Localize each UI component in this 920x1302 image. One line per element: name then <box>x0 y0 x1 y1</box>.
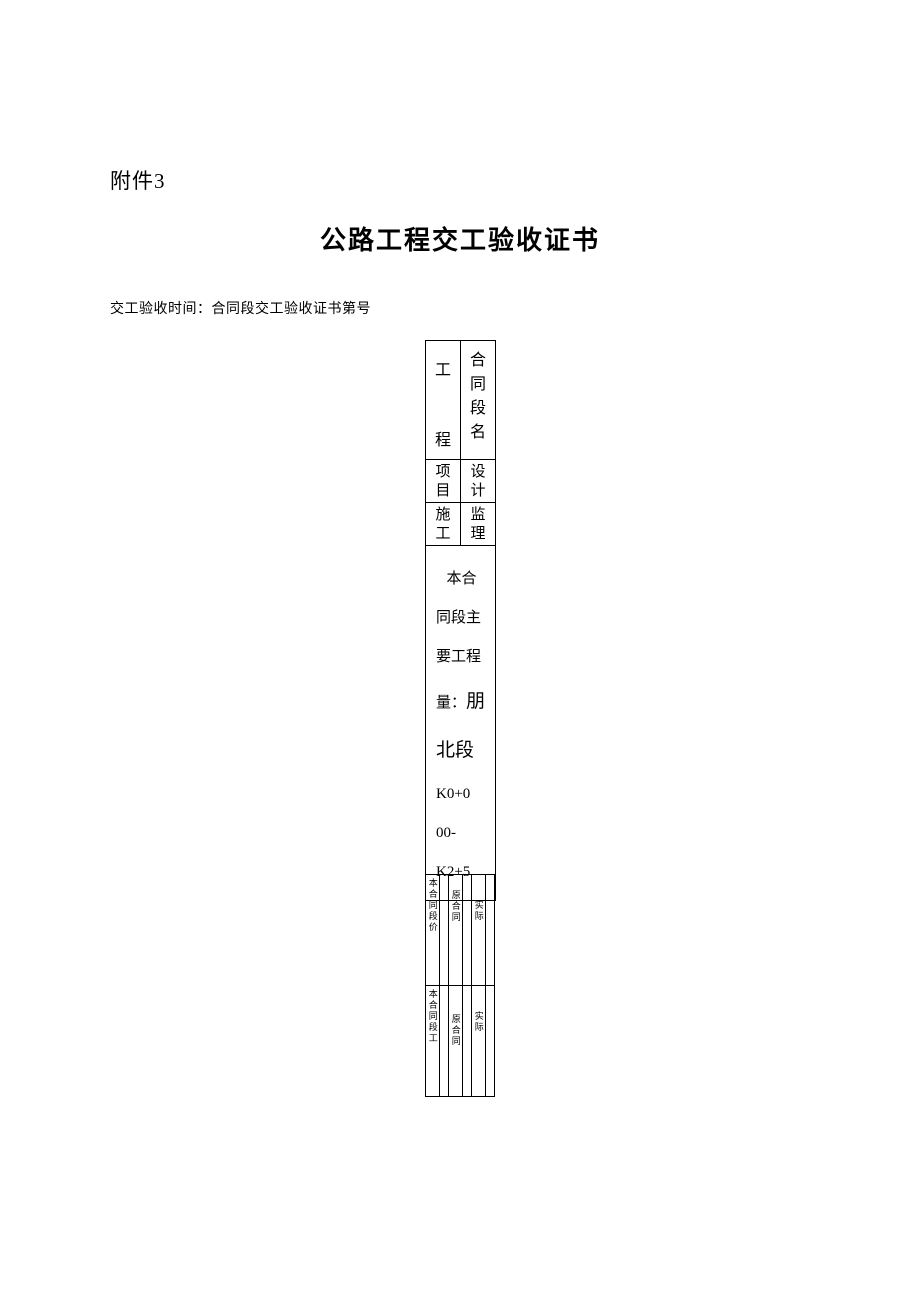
text: 朋 <box>466 691 485 712</box>
text: 本合 <box>446 571 476 587</box>
sub-cell-empty <box>486 986 495 1097</box>
sub-table-work: 本合同段工 原合同 实际 <box>425 985 495 1097</box>
content-line: K0+0 <box>436 775 487 814</box>
content-line: 本合 <box>436 560 487 599</box>
text: 量： <box>436 695 466 711</box>
content-line: 北段 <box>436 726 487 775</box>
table-row: 工 程 合 同 段 名 <box>426 341 496 460</box>
sub-table-price: 本合同段价 原合同 实际 <box>425 874 495 986</box>
cell-design: 设 计 <box>461 459 496 502</box>
cell-construction: 施 工 <box>426 502 461 545</box>
cell-contract-section: 合 同 段 名 <box>461 341 496 460</box>
sub-cell: 实际 <box>472 875 486 986</box>
content-line: 00- <box>436 814 487 853</box>
text: 实际 <box>472 900 485 922</box>
sub-cell-empty <box>440 875 449 986</box>
text: 实际 <box>472 1011 485 1033</box>
text: 原合同 <box>449 1014 462 1047</box>
attachment-label: 附件3 <box>110 165 166 195</box>
content-line: 同段主 <box>436 599 487 638</box>
text: 本合同段工 <box>426 989 439 1044</box>
sub-cell-empty <box>463 986 472 1097</box>
table-row: 施 工 监 理 <box>426 502 496 545</box>
table-row: 本合 同段主 要工程 量：朋 北段 K0+0 00- K2+5 <box>426 545 496 901</box>
table-row: 本合同段工 原合同 实际 <box>426 986 495 1097</box>
cell-item: 项 目 <box>426 459 461 502</box>
cell-supervision: 监 理 <box>461 502 496 545</box>
sub-cell-empty <box>463 875 472 986</box>
sub-cell-empty <box>440 986 449 1097</box>
table-row: 项 目 设 计 <box>426 459 496 502</box>
cell-text: 工 程 <box>435 362 451 449</box>
sub-cell: 原合同 <box>449 875 463 986</box>
cell-text: 施 工 <box>435 507 450 543</box>
text: 原合同 <box>449 890 462 923</box>
sub-cell: 原合同 <box>449 986 463 1097</box>
cell-main-quantity: 本合 同段主 要工程 量：朋 北段 K0+0 00- K2+5 <box>426 545 496 901</box>
sub-cell: 实际 <box>472 986 486 1097</box>
content-line: 量：朋 <box>436 677 487 726</box>
text: 00- <box>436 825 456 841</box>
text: 要工程 <box>436 649 481 665</box>
main-form-table: 工 程 合 同 段 名 项 目 设 计 施 工 监 理 本合 同段主 要工程 量… <box>425 340 496 901</box>
text: 本合同段价 <box>426 878 439 933</box>
cell-text: 设 计 <box>470 464 485 500</box>
document-title: 公路工程交工验收证书 <box>0 220 920 257</box>
text: 北段 <box>436 740 474 761</box>
sub-info-line: 交工验收时间：合同段交工验收证书第号 <box>110 298 371 318</box>
cell-text: 合 同 段 名 <box>470 352 486 441</box>
cell-project: 工 程 <box>426 341 461 460</box>
cell-text: 监 理 <box>470 507 485 543</box>
sub-cell-empty <box>486 875 495 986</box>
cell-text: 项 目 <box>435 464 450 500</box>
sub-cell: 本合同段工 <box>426 986 440 1097</box>
content-line: 要工程 <box>436 638 487 677</box>
sub-cell: 本合同段价 <box>426 875 440 986</box>
table-row: 本合同段价 原合同 实际 <box>426 875 495 986</box>
text: 同段主 <box>436 610 481 626</box>
text: K0+0 <box>436 786 470 802</box>
